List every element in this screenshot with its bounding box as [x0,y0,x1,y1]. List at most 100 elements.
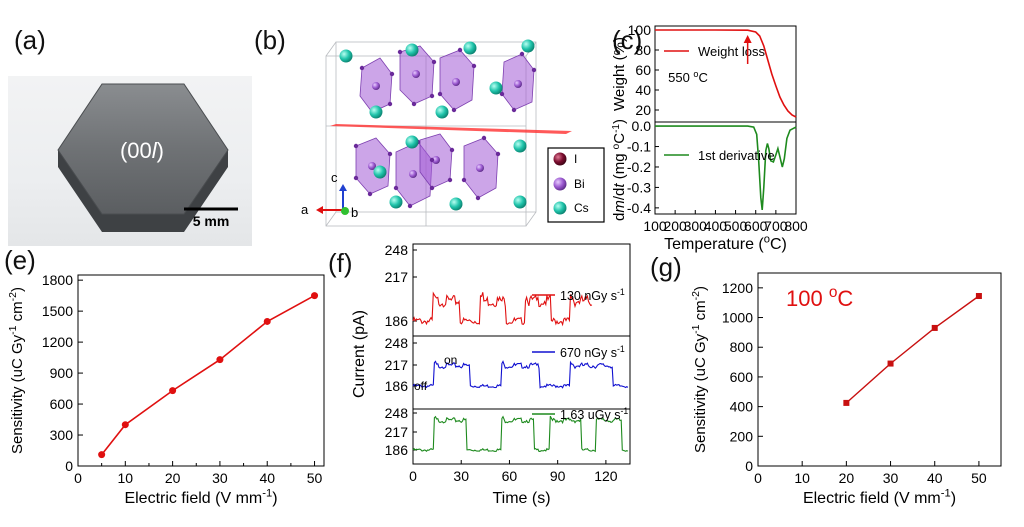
scale-bar-label: 5 mm [193,213,230,229]
i-atoms [353,47,537,209]
chart-c-annotation-label: 550 oC [668,69,708,85]
chart-g-ytick-label: 1200 [722,280,753,296]
chart-c-top-ytick-label: 40 [635,82,651,98]
chart-e-sensitivity: 0 10 20 30 40 50 0 300 600 900 1200 1500 1800 Electri… [7,272,325,507]
chart-c-weight-legend-label: Weight loss [698,44,765,59]
chart-f-on-annotation: on [444,353,457,367]
chart-g-xlabel: Electric field (V mm-1) [803,488,956,507]
chart-g-point [931,324,938,331]
chart-e-ytick-label: 600 [50,396,74,412]
chart-e-ytick-label: 300 [50,427,74,443]
hexagon-crystal-side [58,150,228,232]
chart-e-ytick-label: 1800 [42,272,73,288]
chart-g-ytick-label: 600 [730,369,754,385]
chart-c-derivative-line [655,125,797,210]
chart-f-ytick-label: 248 [385,242,409,258]
legend-cs-swatch [553,201,567,215]
chart-c-weight-line [655,29,797,118]
chart-e-xlabel: Electric field (V mm-1) [124,488,277,507]
chart-f-xtick-label: 30 [453,468,469,484]
chart-c-annotation-arrowhead [743,35,752,43]
cs-atoms [339,39,535,211]
chart-c-bottom-ytick-label: -0.4 [627,200,651,216]
chart-g-ytick-label: 800 [730,339,754,355]
chart-f-legend-label: 1.63 uGy s-1 [560,406,628,422]
chart-f-series-line [412,291,593,327]
chart-e-ytick-label: 1200 [42,334,73,350]
chart-e-xtick-label: 10 [118,470,134,486]
chart-c-top-ytick-label: 60 [635,62,651,78]
chart-c-frame [654,25,797,215]
chart-f-ytick-label: 217 [385,357,409,373]
chart-g-ytick-label: 400 [730,399,754,415]
panel-label-c: (c) [612,25,642,55]
panel-label-f: (f) [328,248,353,278]
chart-e-ytick-label: 900 [50,365,74,381]
chart-e-point [169,387,177,395]
chart-c-xlabel: Temperature (oC) [664,234,787,253]
chart-e-point [216,356,224,364]
panel-label-a: (a) [14,25,46,55]
chart-f-current: 186 217 248 186 217 248 186 217 248 0 30 60 90 120 130… [351,242,631,507]
chart-g-xtick-label: 30 [883,470,899,486]
chart-g-xtick-label: 0 [754,470,762,486]
chart-c-tga: 100200300400500600700800204060801000.0-0… [611,22,808,253]
chart-f-legend-label: 670 nGy s-1 [560,344,625,360]
atom-legend: I Bi Cs [547,147,605,223]
chart-c-xtick-label: 500 [724,218,748,234]
panel-label-g: (g) [650,252,682,282]
chart-e-ytick-label: 0 [65,458,73,474]
chart-c-xtick-label: 700 [764,218,788,234]
chart-c-xtick-label: 100 [643,218,667,234]
legend-i-label: I [574,152,577,166]
chart-f-ytick-label: 217 [385,269,409,285]
chart-e-ylabel: Sensitivity (uC Gy-1 cm-2) [7,287,26,454]
chart-g-frame [757,272,1002,467]
chart-g-ytick-label: 200 [730,428,754,444]
chart-f-ytick-label: 186 [385,378,409,394]
chart-f-ytick-label: 186 [385,442,409,458]
chart-e-ytick-label: 1500 [42,303,73,319]
chart-e-point [311,292,319,300]
chart-e-point [98,451,106,459]
chart-f-ytick-label: 248 [385,335,409,351]
chart-g-line [845,295,980,404]
chart-f-ylabel: Current (pA) [351,310,368,398]
chart-e-xtick-label: 30 [212,470,228,486]
chart-f-frame [412,243,631,465]
chart-g-xtick-label: 50 [971,470,987,486]
chart-e-point [121,421,129,429]
chart-e-line [101,294,315,456]
chart-g-point [887,360,894,367]
chart-c-top-ytick-label: 80 [635,42,651,58]
chart-e-frame [77,274,325,467]
chart-f-xtick-label: 60 [502,468,518,484]
chart-f-series-line [412,360,629,389]
legend-cs-label: Cs [574,201,589,215]
legend-bi-swatch [553,177,567,191]
axis-c-label: c [331,170,338,185]
bi-atoms [368,70,522,178]
chart-e-xtick-label: 50 [307,470,323,486]
hexagon-crystal-face [57,83,229,215]
chart-g-xtick-label: 20 [839,470,855,486]
chart-c-bottom-ytick-label: -0.2 [627,159,651,175]
chart-c-bottom-ytick-label: -0.3 [627,179,651,195]
chart-g-point [975,293,982,300]
panel-a: (00l) 5 mm [57,83,238,232]
chart-e-point [263,317,271,325]
legend-bi-label: Bi [574,177,585,191]
crystal-face-label: (00l) [120,138,164,163]
legend-i-swatch [553,152,567,166]
chart-f-xlabel: Time (s) [492,490,550,507]
chart-g-sensitivity-100c: 0 10 20 30 40 50 0 200 400 600 800 1000 1200 100 oC El… [690,272,1002,507]
panel-label-b: (b) [254,25,286,55]
chart-f-series-line [412,415,629,453]
chart-g-xtick-label: 40 [927,470,943,486]
chart-f-legend-label: 130 nGy s-1 [560,287,625,303]
chart-c-top-ytick-label: 100 [628,22,652,38]
chart-f-off-annotation: off [414,379,428,393]
chart-c-xtick-label: 600 [744,218,768,234]
chart-g-ytick-label: 0 [745,458,753,474]
